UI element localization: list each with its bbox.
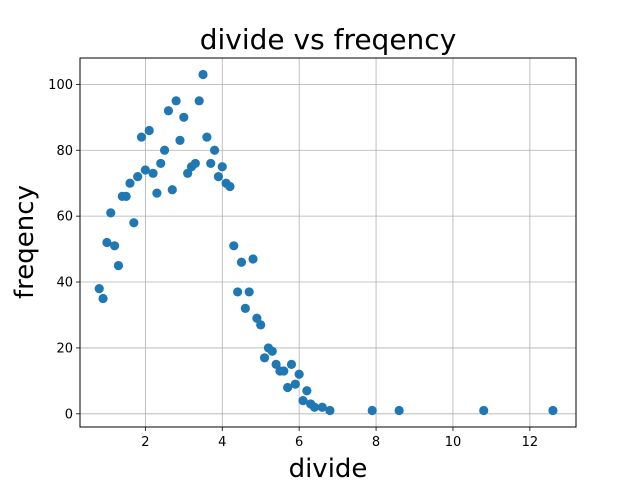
scatter-point [302,386,312,396]
scatter-point [144,125,154,136]
scatter-point [236,257,247,267]
scatter-point [286,359,297,370]
plot-frame [79,57,577,428]
scatter-point [159,145,170,155]
y-tick-label: 20 [56,341,73,356]
scatter-point [317,402,327,412]
y-tick-label: 40 [56,276,73,291]
scatter-point [102,237,112,248]
scatter-point [125,178,135,188]
scatter-point [152,188,162,198]
scatter-point [121,191,131,201]
scatter-point [106,208,116,218]
y-tick-label: 100 [48,78,73,93]
x-tick-label: 2 [141,435,149,450]
scatter-point [190,158,200,169]
x-tick-label: 12 [522,435,539,450]
scatter-point [325,405,335,416]
scatter-point [198,69,208,80]
scatter-point [259,353,270,363]
scatter-point [233,287,243,297]
x-tick-label: 6 [295,435,303,450]
scatter-point [290,379,300,389]
scatter-point [206,158,216,169]
scatter-point [394,405,404,416]
x-tick-label: 4 [218,435,226,450]
scatter-point [213,172,224,182]
x-tick-label: 8 [372,435,380,450]
scatter-point [163,106,174,116]
scatter-point [110,241,120,251]
scatter-point [129,218,139,228]
scatter-point [98,293,108,304]
scatter-point [175,135,185,145]
scatter-point [133,172,143,182]
scatter-point [148,168,158,178]
scatter-point [229,241,239,251]
scatter-point [202,132,212,142]
scatter-point [479,405,489,416]
x-axis-label: divide [289,454,368,480]
y-tick-label: 60 [56,210,73,225]
scatter-point [298,396,308,406]
y-axis-label: freqency [10,185,40,299]
scatter-point [367,405,377,416]
scatter-point [136,132,147,142]
scatter-point [113,260,124,271]
y-tick-label: 0 [65,407,73,422]
scatter-point [156,158,166,169]
data-points [94,69,558,416]
scatter-point [256,320,266,330]
scatter-point [248,254,258,264]
chart-title: divide vs freqency [200,23,457,56]
scatter-point [194,96,204,106]
axis-ticks: 2 4 6 8 10 12 0 20 40 60 80 100 [48,78,538,450]
grid [80,58,576,427]
scatter-point [279,366,289,376]
scatter-point [140,165,150,175]
scatter-point [179,112,189,122]
scatter-point [309,402,320,412]
scatter-point [94,284,104,294]
scatter-point [217,162,227,172]
scatter-point [294,369,304,379]
scatter-point [283,382,293,393]
y-tick-label: 80 [56,144,73,159]
scatter-point [171,96,181,106]
scatter-point [209,145,220,155]
scatter-point [244,287,254,297]
scatter-point [225,181,235,192]
scatter-point [167,185,177,195]
scatter-point [267,346,277,356]
x-tick-label: 10 [445,435,462,450]
scatter-point [548,405,558,416]
scatter-point [240,303,250,313]
